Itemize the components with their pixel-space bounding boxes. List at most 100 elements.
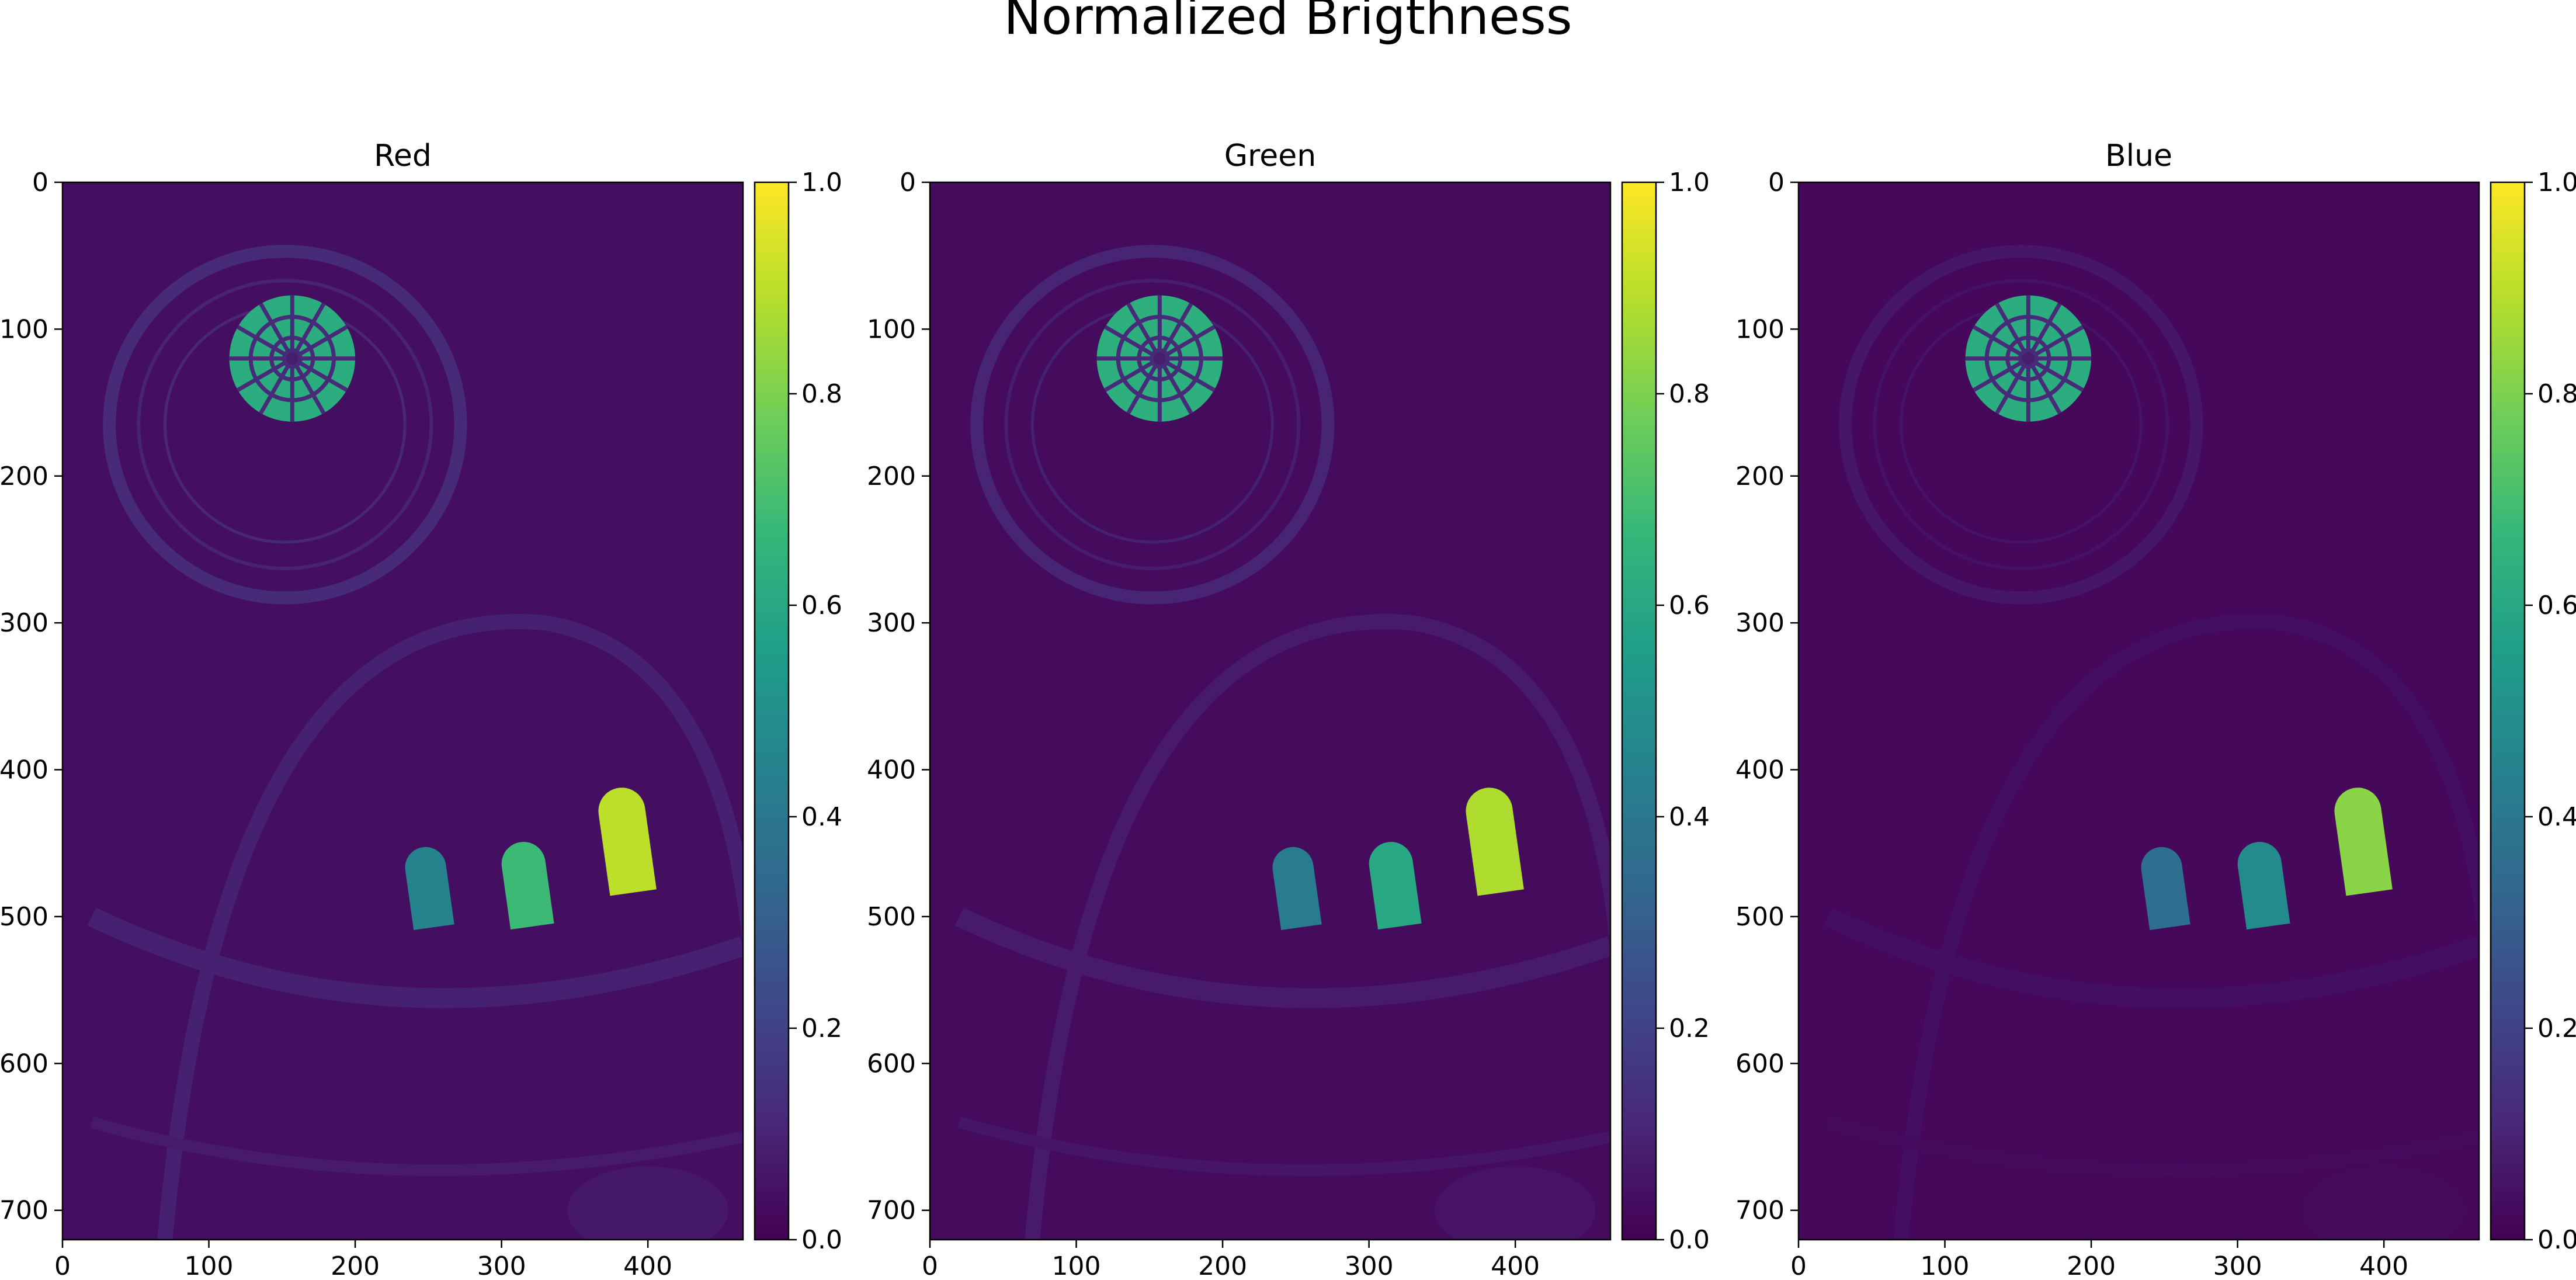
floor-band (957, 1116, 1610, 1177)
colorbar-tick-label: 0.6 (2537, 591, 2576, 620)
y-tick-label: 200 (1735, 462, 1785, 491)
image-background (1799, 182, 2479, 1240)
y-tick-label: 700 (867, 1196, 916, 1226)
gallery-band (1823, 907, 2479, 1008)
colorbar-tick-label: 0.8 (1669, 379, 1710, 409)
panel-blue-colorbar (2490, 181, 2526, 1241)
oculus-mullions (1965, 295, 2092, 422)
x-tick-label: 400 (2359, 1251, 2408, 1280)
y-tick-label: 0 (1768, 168, 1785, 197)
x-tick-label: 200 (2067, 1251, 2116, 1280)
x-tick-label: 100 (185, 1251, 234, 1280)
floor-glow (1435, 1166, 1596, 1240)
colorbar-tick-label: 0.0 (1669, 1225, 1710, 1255)
y-tick-label: 400 (1735, 755, 1785, 785)
colorbar-tick-label: 0.2 (1669, 1014, 1710, 1043)
x-tick-label: 0 (922, 1251, 938, 1280)
window-3 (2334, 788, 2393, 896)
y-tick-label: 400 (867, 755, 916, 785)
x-tick-label: 400 (1491, 1251, 1540, 1280)
window-1 (2141, 847, 2190, 931)
y-tick-label: 500 (0, 902, 48, 932)
x-tick-label: 100 (1921, 1251, 1970, 1280)
panel-green-frame (929, 181, 1612, 1241)
x-tick-label: 0 (54, 1251, 71, 1280)
y-tick-label: 200 (0, 462, 48, 491)
floor-band (1826, 1116, 2479, 1177)
y-tick-label: 200 (867, 462, 916, 491)
y-tick-label: 600 (867, 1049, 916, 1078)
colorbar-tick-label: 0.8 (2537, 379, 2576, 409)
panel-blue: Blue 0 100 200 300 400 0 100 200 300 400 500 600 700 0… (1735, 138, 2576, 1280)
y-tick-label: 600 (1735, 1049, 1785, 1078)
panel-blue-image (1799, 182, 2479, 1240)
y-tick-label: 0 (32, 168, 48, 197)
dome-outer-ring (970, 245, 1335, 605)
y-tick-label: 500 (867, 902, 916, 932)
x-tick-label: 200 (331, 1251, 380, 1280)
colorbar-tick-label: 0.8 (801, 379, 842, 409)
panel-red: Red 0 100 200 300 400 0 100 200 300 400 500 600 700 0.… (0, 138, 842, 1280)
y-tick-label: 100 (867, 314, 916, 344)
panel-red-image (63, 182, 743, 1240)
colorbar-tick-label: 0.4 (2537, 802, 2576, 832)
apse-arch (157, 614, 743, 1240)
x-tick-label: 400 (623, 1251, 672, 1280)
floor-glow (567, 1166, 728, 1240)
x-tick-label: 300 (477, 1251, 526, 1280)
y-tick-label: 700 (0, 1196, 48, 1226)
y-tick-label: 0 (900, 168, 916, 197)
colorbar-tick-label: 0.2 (801, 1014, 842, 1043)
panel-green-image (930, 182, 1610, 1240)
x-tick-label: 0 (1790, 1251, 1807, 1280)
panel-blue-frame (1797, 181, 2480, 1241)
y-tick-label: 300 (867, 608, 916, 638)
window-2 (501, 842, 554, 930)
dome-outer-ring (103, 245, 467, 605)
colorbar-tick-label: 0.4 (1669, 802, 1710, 832)
y-tick-label: 700 (1735, 1196, 1785, 1226)
colorbar-tick-label: 1.0 (2537, 168, 2576, 197)
y-tick-label: 100 (1735, 314, 1785, 344)
x-tick-label: 100 (1052, 1251, 1101, 1280)
window-2 (2237, 842, 2290, 930)
y-tick-label: 500 (1735, 902, 1785, 932)
oculus-mullions (1096, 295, 1223, 422)
apse-arch (1025, 614, 1610, 1240)
y-tick-label: 400 (0, 755, 48, 785)
y-tick-label: 300 (1735, 608, 1785, 638)
window-3 (1466, 788, 1524, 896)
panel-red-title: Red (374, 138, 432, 174)
colorbar-tick-label: 0.6 (1669, 591, 1710, 620)
x-tick-label: 200 (1198, 1251, 1247, 1280)
gallery-band (954, 907, 1610, 1008)
figure-suptitle: Normalized Brigthness (1004, 0, 1572, 46)
image-background (930, 182, 1610, 1240)
panel-red-frame (61, 181, 744, 1241)
panel-red-colorbar (754, 181, 790, 1241)
oculus-mullions (229, 295, 356, 422)
dome-inner-ring (1004, 279, 1301, 571)
panel-green: Green 0 100 200 300 400 0 100 200 300 400 500 600 700… (867, 138, 1710, 1280)
window-1 (1272, 847, 1322, 931)
y-tick-label: 300 (0, 608, 48, 638)
gallery-band (87, 907, 743, 1008)
colorbar-tick-label: 0.4 (801, 802, 842, 832)
apse-arch (1893, 614, 2479, 1240)
window-3 (598, 788, 657, 896)
colorbar-tick-label: 0.0 (801, 1225, 842, 1255)
dome-inner-ring (1873, 279, 2169, 571)
colorbar-tick-label: 1.0 (801, 168, 842, 197)
dome-outer-ring (1839, 245, 2203, 605)
x-tick-label: 300 (2213, 1251, 2262, 1280)
y-tick-label: 100 (0, 314, 48, 344)
panel-blue-title: Blue (2105, 138, 2172, 174)
dome-inner-ring (137, 279, 433, 571)
panel-green-colorbar (1621, 181, 1657, 1241)
window-1 (405, 847, 454, 931)
colorbar-tick-label: 1.0 (1669, 168, 1710, 197)
colorbar-tick-label: 0.0 (2537, 1225, 2576, 1255)
colorbar-tick-label: 0.6 (801, 591, 842, 620)
floor-band (90, 1116, 743, 1177)
